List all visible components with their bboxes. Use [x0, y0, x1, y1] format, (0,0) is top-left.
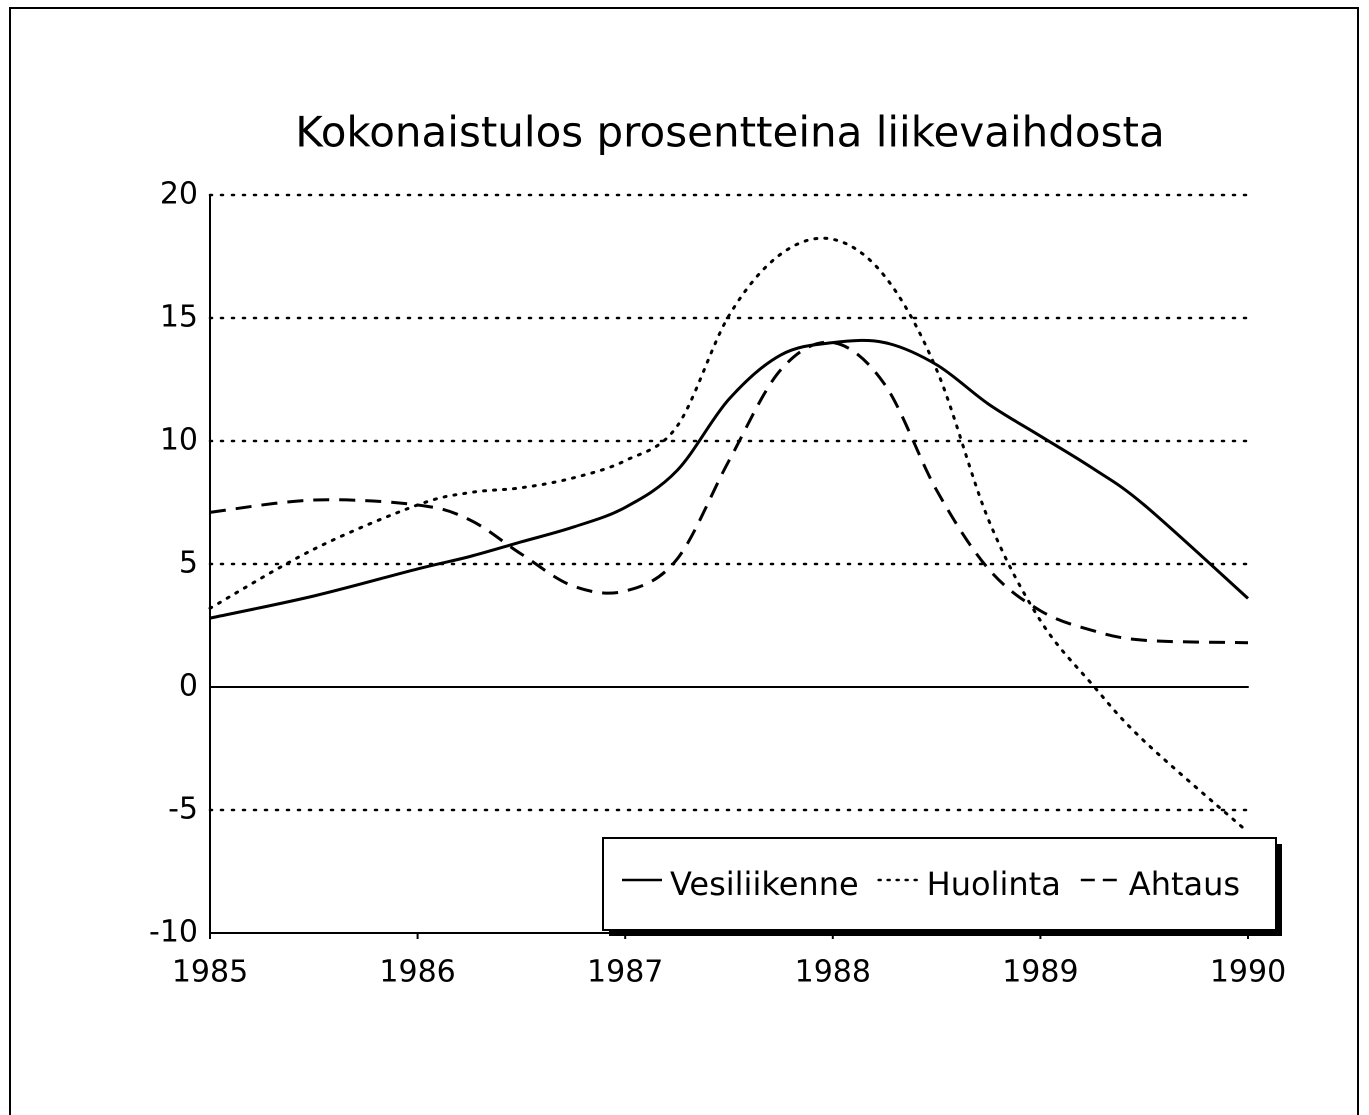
x-tick-label: 1990 — [1210, 955, 1286, 990]
line-series — [209, 340, 1249, 645]
legend-label: Vesiliikenne — [670, 865, 859, 903]
y-tick-label: 5 — [179, 546, 198, 581]
legend-label: Ahtaus — [1129, 865, 1240, 903]
legend-box — [602, 837, 1277, 931]
y-tick-label: -5 — [168, 792, 198, 827]
x-tick-label: 1989 — [1002, 955, 1078, 990]
y-tick-label: 0 — [179, 669, 198, 704]
y-tick-label: 20 — [160, 177, 198, 212]
x-tick-label: 1987 — [587, 955, 663, 990]
x-tick-label: 1986 — [379, 955, 455, 990]
chart-title: Kokonaistulos prosentteina liikevaihdost… — [295, 108, 1164, 157]
y-tick-label: 10 — [160, 423, 198, 458]
x-tick-label: 1985 — [172, 955, 248, 990]
y-tick-label: 15 — [160, 300, 198, 335]
frame — [9, 7, 1359, 1115]
line-series — [209, 338, 1250, 620]
line-series — [208, 236, 1250, 834]
x-tick-label: 1988 — [795, 955, 871, 990]
legend-label: Huolinta — [927, 865, 1061, 903]
y-tick-label: -10 — [149, 915, 198, 950]
